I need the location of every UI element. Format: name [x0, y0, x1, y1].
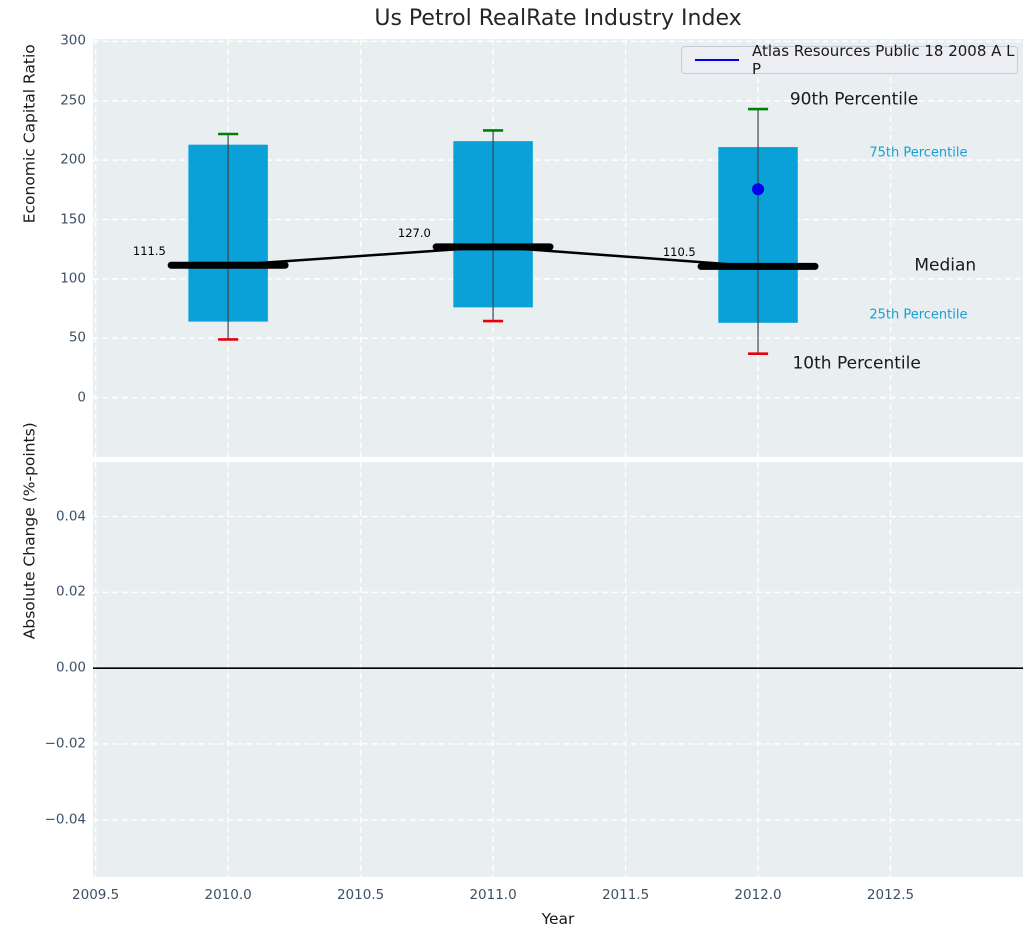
- median-value-label: 111.5: [132, 244, 166, 259]
- y-tick-label-bottom: −0.02: [44, 735, 86, 752]
- x-tick-label: 2011.5: [601, 887, 650, 903]
- chart-title: Us Petrol RealRate Industry Index: [374, 6, 742, 31]
- annotation-10th-percentile: 10th Percentile: [792, 353, 921, 374]
- x-tick-label: 2010.0: [204, 887, 252, 903]
- x-axis-label: Year: [541, 910, 575, 928]
- y-tick-label-top: 150: [60, 210, 86, 227]
- annotation-90th-percentile: 90th Percentile: [789, 89, 919, 110]
- y-tick-label-bottom: 0.04: [55, 507, 86, 524]
- y-tick-label-bottom: −0.04: [44, 811, 86, 828]
- legend-line-swatch: [695, 59, 739, 61]
- annotation-75th-percentile: 75th Percentile: [869, 145, 968, 161]
- highlight-dot: [752, 183, 765, 196]
- x-tick-label: 2012.5: [866, 887, 915, 903]
- y-tick-label-bottom: 0.02: [55, 583, 86, 600]
- median-value-label: 110.5: [662, 245, 696, 260]
- y-tick-label-top: 0: [77, 388, 86, 405]
- x-tick-label: 2009.5: [72, 887, 120, 903]
- y-tick-label-top: 100: [60, 270, 86, 287]
- x-tick-label: 2012.0: [734, 887, 782, 903]
- bottom-plot-background: [93, 462, 1023, 877]
- y-tick-label-top: 300: [60, 32, 86, 49]
- median-value-label: 127.0: [397, 225, 431, 240]
- y-tick-label-top: 200: [60, 151, 86, 168]
- x-tick-label: 2010.5: [336, 887, 385, 903]
- y-tick-label-top: 50: [68, 329, 86, 346]
- y-tick-label-bottom: 0.00: [55, 659, 86, 676]
- annotation-25th-percentile: 25th Percentile: [869, 307, 968, 323]
- y-axis-label-bottom: Absolute Change (%-points): [20, 422, 39, 640]
- y-tick-label-top: 250: [60, 92, 86, 108]
- x-tick-label: 2011.0: [469, 887, 517, 903]
- annotation-median: Median: [914, 255, 977, 276]
- legend-label: Atlas Resources Public 18 2008 A L P: [752, 42, 1015, 78]
- legend-box: Atlas Resources Public 18 2008 A L P: [681, 42, 1018, 78]
